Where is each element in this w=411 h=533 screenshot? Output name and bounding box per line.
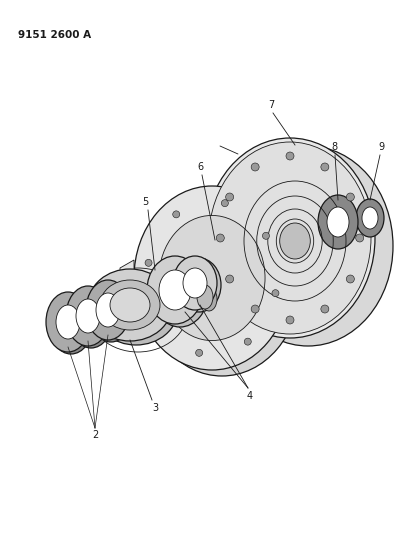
Ellipse shape	[49, 294, 93, 354]
Ellipse shape	[356, 234, 364, 242]
Ellipse shape	[197, 285, 213, 309]
Text: 8: 8	[331, 142, 337, 152]
Ellipse shape	[88, 269, 172, 341]
Polygon shape	[120, 260, 134, 296]
Ellipse shape	[356, 199, 384, 237]
Ellipse shape	[251, 305, 259, 313]
Ellipse shape	[327, 207, 349, 237]
Polygon shape	[172, 289, 205, 313]
Ellipse shape	[346, 193, 354, 201]
Ellipse shape	[100, 280, 160, 330]
Ellipse shape	[251, 163, 259, 171]
Ellipse shape	[205, 138, 375, 338]
Ellipse shape	[134, 186, 290, 370]
Ellipse shape	[286, 316, 294, 324]
Ellipse shape	[46, 292, 90, 352]
Text: 3: 3	[152, 403, 158, 413]
Ellipse shape	[56, 305, 80, 339]
Text: 6: 6	[197, 162, 203, 172]
Text: 9151 2600 A: 9151 2600 A	[18, 30, 91, 40]
Ellipse shape	[272, 289, 279, 297]
Ellipse shape	[209, 142, 371, 334]
Text: 4: 4	[247, 391, 253, 401]
Ellipse shape	[318, 195, 358, 249]
Text: 2: 2	[92, 430, 98, 440]
Ellipse shape	[201, 287, 217, 311]
Text: 5: 5	[142, 197, 148, 207]
Ellipse shape	[145, 260, 152, 266]
Ellipse shape	[196, 349, 203, 357]
Polygon shape	[195, 223, 207, 253]
Ellipse shape	[152, 259, 208, 327]
Ellipse shape	[280, 223, 310, 259]
Ellipse shape	[362, 207, 378, 229]
Ellipse shape	[159, 270, 191, 310]
Ellipse shape	[144, 192, 300, 376]
Ellipse shape	[244, 338, 251, 345]
Ellipse shape	[226, 275, 233, 283]
Ellipse shape	[66, 286, 110, 346]
Ellipse shape	[155, 317, 162, 324]
Ellipse shape	[89, 282, 133, 342]
Ellipse shape	[216, 234, 224, 242]
Ellipse shape	[226, 193, 233, 201]
Ellipse shape	[96, 293, 120, 327]
Ellipse shape	[147, 256, 203, 324]
Ellipse shape	[94, 273, 178, 345]
Ellipse shape	[177, 258, 221, 312]
Ellipse shape	[223, 146, 393, 346]
Text: 9: 9	[378, 142, 384, 152]
Ellipse shape	[321, 305, 329, 313]
Text: 7: 7	[268, 100, 274, 110]
Ellipse shape	[69, 288, 113, 348]
Ellipse shape	[321, 163, 329, 171]
Ellipse shape	[183, 268, 207, 298]
Ellipse shape	[286, 152, 294, 160]
Ellipse shape	[173, 211, 180, 218]
Ellipse shape	[346, 275, 354, 283]
Ellipse shape	[173, 256, 217, 310]
Ellipse shape	[76, 299, 100, 333]
Ellipse shape	[86, 280, 130, 340]
Ellipse shape	[110, 288, 150, 322]
Ellipse shape	[222, 200, 229, 207]
Ellipse shape	[263, 232, 270, 239]
Ellipse shape	[159, 215, 265, 341]
